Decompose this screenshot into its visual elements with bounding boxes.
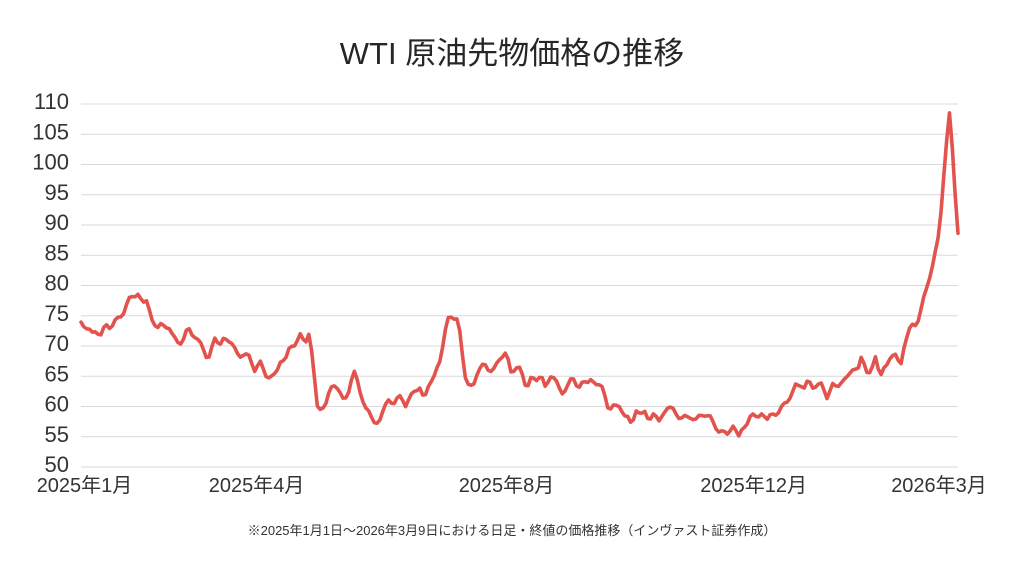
svg-text:2026年3月: 2026年3月 bbox=[891, 474, 987, 497]
svg-text:85: 85 bbox=[45, 240, 69, 265]
svg-text:105: 105 bbox=[32, 119, 69, 144]
svg-text:100: 100 bbox=[32, 150, 69, 175]
svg-text:2025年12月: 2025年12月 bbox=[700, 474, 807, 497]
svg-text:75: 75 bbox=[45, 301, 69, 326]
svg-text:65: 65 bbox=[45, 361, 69, 386]
svg-text:110: 110 bbox=[34, 89, 69, 114]
svg-text:80: 80 bbox=[45, 271, 69, 296]
svg-text:60: 60 bbox=[45, 392, 69, 417]
svg-text:2025年4月: 2025年4月 bbox=[209, 474, 305, 497]
svg-text:2025年1月: 2025年1月 bbox=[37, 474, 133, 497]
svg-text:90: 90 bbox=[45, 210, 69, 235]
svg-text:70: 70 bbox=[45, 331, 69, 356]
svg-text:55: 55 bbox=[45, 422, 69, 447]
svg-text:2025年8月: 2025年8月 bbox=[459, 474, 555, 497]
svg-text:95: 95 bbox=[45, 180, 69, 205]
svg-text:50: 50 bbox=[45, 452, 69, 477]
